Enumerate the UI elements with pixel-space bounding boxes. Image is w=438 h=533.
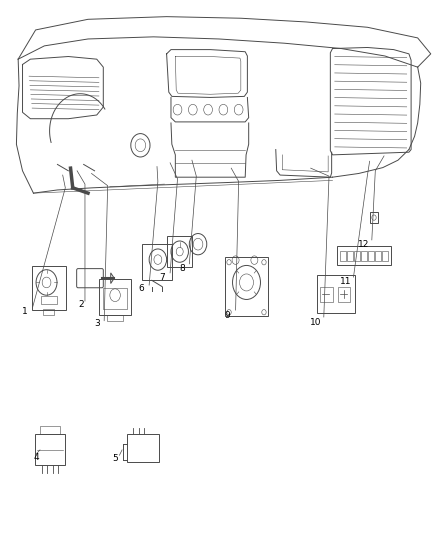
Bar	[318, 275, 355, 313]
Bar	[40, 426, 60, 434]
Bar	[382, 251, 388, 261]
Text: 11: 11	[340, 277, 351, 286]
Text: 6: 6	[138, 284, 144, 293]
Text: 8: 8	[179, 264, 185, 272]
Bar	[43, 309, 54, 315]
Bar	[99, 279, 131, 316]
Text: 1: 1	[22, 307, 28, 316]
Bar	[370, 212, 378, 223]
Bar	[225, 257, 268, 317]
Bar	[354, 251, 360, 261]
Text: 10: 10	[310, 318, 321, 327]
Text: 3: 3	[95, 319, 100, 328]
Text: 7: 7	[159, 273, 165, 281]
Text: 2: 2	[79, 300, 84, 309]
Text: 5: 5	[112, 455, 118, 463]
Text: 4: 4	[34, 454, 39, 463]
Text: 9: 9	[225, 311, 231, 320]
Bar	[361, 251, 367, 261]
Bar	[103, 288, 127, 309]
Bar	[167, 236, 192, 267]
Bar	[347, 251, 353, 261]
Text: 12: 12	[358, 240, 370, 249]
Bar	[35, 434, 65, 465]
Bar	[375, 251, 381, 261]
Bar	[41, 296, 57, 304]
Bar	[340, 251, 346, 261]
Bar	[127, 434, 159, 462]
Bar	[320, 287, 332, 302]
Bar	[142, 244, 172, 280]
Bar	[107, 315, 123, 321]
Bar	[368, 251, 374, 261]
Bar	[337, 246, 391, 265]
Bar	[338, 287, 350, 302]
Bar	[32, 266, 66, 310]
